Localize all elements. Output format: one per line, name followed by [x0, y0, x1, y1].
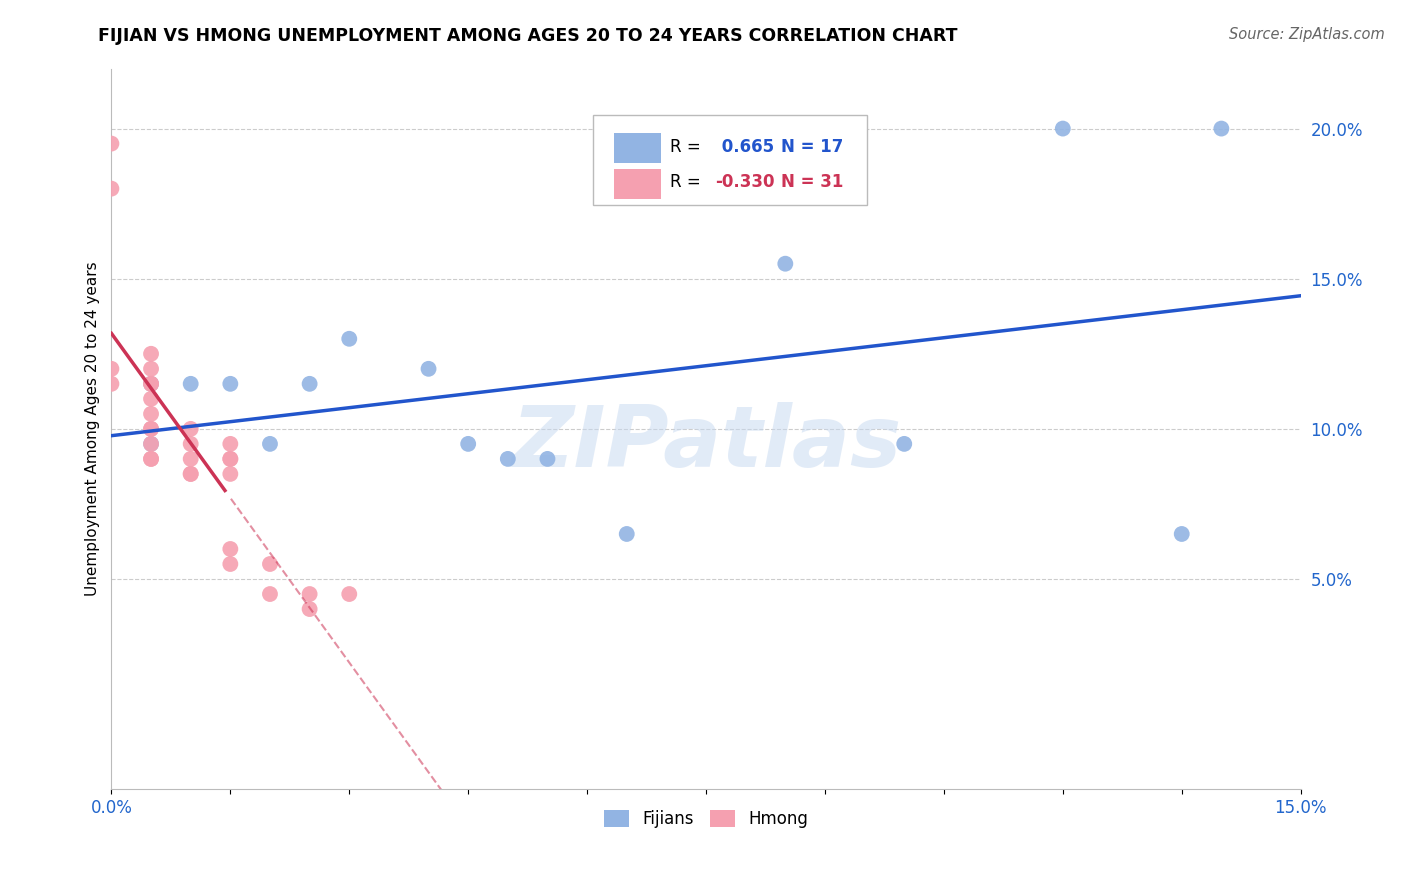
Text: FIJIAN VS HMONG UNEMPLOYMENT AMONG AGES 20 TO 24 YEARS CORRELATION CHART: FIJIAN VS HMONG UNEMPLOYMENT AMONG AGES …: [98, 27, 957, 45]
Point: [457, 437, 479, 451]
Point: [139, 392, 162, 406]
Point: [139, 361, 162, 376]
Point: [180, 437, 202, 451]
Text: -0.330: -0.330: [716, 173, 775, 191]
Point: [100, 376, 122, 391]
Point: [219, 467, 242, 481]
Point: [139, 347, 162, 361]
Point: [139, 422, 162, 436]
Point: [298, 587, 321, 601]
Point: [616, 527, 638, 541]
Point: [298, 602, 321, 616]
Point: [337, 587, 360, 601]
Point: [337, 332, 360, 346]
Point: [100, 181, 122, 195]
Point: [1211, 121, 1233, 136]
Point: [893, 437, 915, 451]
Point: [219, 557, 242, 571]
Text: N = 17: N = 17: [780, 137, 844, 155]
Point: [219, 376, 242, 391]
Point: [298, 376, 321, 391]
Point: [1170, 527, 1192, 541]
Y-axis label: Unemployment Among Ages 20 to 24 years: Unemployment Among Ages 20 to 24 years: [86, 261, 100, 596]
FancyBboxPatch shape: [593, 115, 866, 205]
Point: [100, 136, 122, 151]
Point: [219, 451, 242, 466]
Point: [180, 467, 202, 481]
Point: [259, 557, 281, 571]
Text: R =: R =: [671, 173, 702, 191]
Legend: Fijians, Hmong: Fijians, Hmong: [598, 804, 815, 835]
Point: [219, 437, 242, 451]
Point: [100, 361, 122, 376]
Point: [139, 376, 162, 391]
Point: [219, 451, 242, 466]
Point: [180, 376, 202, 391]
FancyBboxPatch shape: [614, 169, 661, 199]
Text: Source: ZipAtlas.com: Source: ZipAtlas.com: [1229, 27, 1385, 42]
Point: [139, 451, 162, 466]
Point: [1052, 121, 1074, 136]
Point: [139, 376, 162, 391]
Point: [536, 451, 558, 466]
FancyBboxPatch shape: [614, 133, 661, 163]
Point: [139, 437, 162, 451]
Point: [139, 422, 162, 436]
Point: [139, 407, 162, 421]
Point: [259, 587, 281, 601]
Point: [219, 541, 242, 556]
Text: R =: R =: [671, 137, 702, 155]
Text: ZIPatlas: ZIPatlas: [510, 401, 901, 484]
Text: 0.665: 0.665: [716, 137, 773, 155]
Point: [139, 451, 162, 466]
Point: [139, 376, 162, 391]
Point: [180, 467, 202, 481]
Point: [775, 257, 797, 271]
Point: [418, 361, 440, 376]
Point: [139, 437, 162, 451]
Text: N = 31: N = 31: [780, 173, 844, 191]
Point: [180, 451, 202, 466]
Point: [259, 437, 281, 451]
Point: [180, 422, 202, 436]
Point: [496, 451, 519, 466]
